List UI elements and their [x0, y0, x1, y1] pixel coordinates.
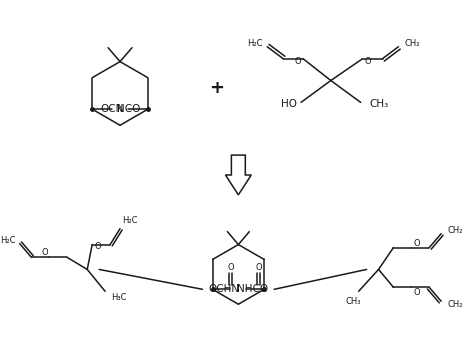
Text: O: O: [413, 288, 419, 297]
Text: +: +: [209, 79, 224, 98]
Text: H₂C: H₂C: [122, 216, 137, 225]
Text: CH₂: CH₂: [447, 300, 463, 309]
Text: CH₃: CH₃: [346, 297, 362, 306]
Text: H₂C: H₂C: [247, 39, 263, 48]
Text: H₂C: H₂C: [0, 236, 16, 245]
Text: O: O: [413, 239, 419, 248]
Text: NHCO: NHCO: [237, 284, 268, 294]
Text: O: O: [95, 242, 101, 251]
Text: O: O: [365, 57, 371, 66]
Text: HO: HO: [281, 99, 297, 109]
Text: O: O: [228, 263, 234, 272]
Text: CH₃: CH₃: [369, 99, 388, 109]
Text: H₃C: H₃C: [111, 293, 127, 302]
Text: OCHN: OCHN: [209, 284, 240, 294]
Text: CH₂: CH₂: [405, 39, 420, 48]
Text: NCO: NCO: [117, 104, 140, 114]
Text: OCN: OCN: [100, 104, 124, 114]
Text: O: O: [255, 263, 262, 272]
Text: O: O: [41, 248, 48, 257]
Text: O: O: [295, 57, 301, 66]
Polygon shape: [226, 155, 251, 195]
Text: CH₂: CH₂: [447, 226, 463, 235]
